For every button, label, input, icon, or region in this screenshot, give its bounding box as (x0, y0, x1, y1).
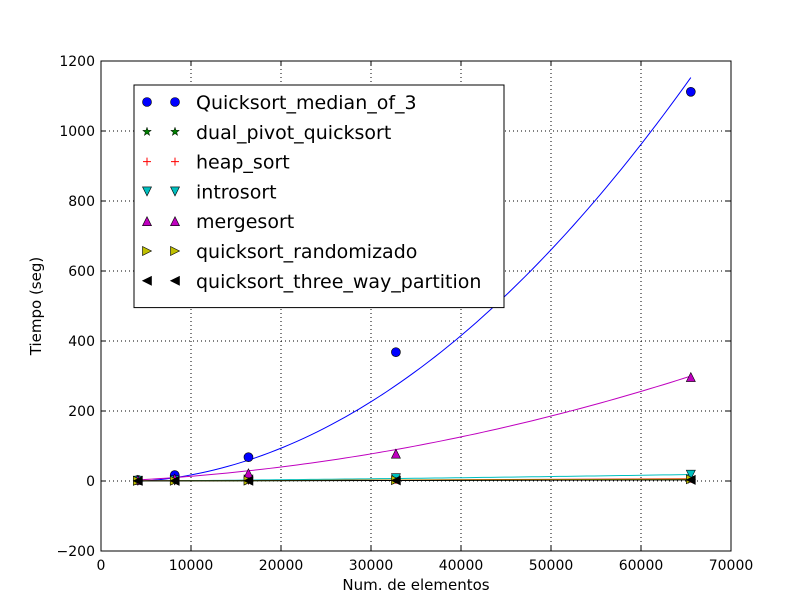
legend-box (133, 84, 505, 309)
legend-marker (141, 275, 152, 286)
legend-marker (142, 246, 153, 256)
legend-marker (170, 216, 180, 226)
x-tick-label: 20000 (259, 558, 304, 574)
legend-label: dual_pivot_quicksort (196, 122, 391, 144)
legend-label: quicksort_randomizado (196, 241, 417, 263)
y-tick-label: −200 (57, 544, 95, 560)
legend-label: introsort (196, 181, 277, 203)
data-point-6 (132, 475, 143, 486)
y-tick-label: 0 (86, 474, 95, 490)
y-tick-label: 1200 (59, 54, 95, 70)
y-tick-label: 400 (68, 334, 95, 350)
x-tick-label: 50000 (529, 558, 574, 574)
data-point-0 (243, 452, 254, 463)
legend-label: heap_sort (196, 152, 290, 174)
legend-label: quicksort_three_way_partition (196, 271, 481, 293)
y-tick-label: 600 (68, 264, 95, 280)
legend-marker (143, 157, 151, 166)
data-point-6 (243, 475, 254, 486)
data-point-0 (686, 87, 696, 97)
data-point-6 (685, 474, 696, 485)
data-point-0 (391, 347, 401, 358)
legend-marker (142, 216, 152, 226)
legend-marker (141, 126, 153, 137)
x-tick-label: 10000 (169, 558, 214, 574)
legend-label: mergesort (196, 211, 294, 233)
fit-line-0 (137, 77, 692, 483)
data-point-6 (390, 475, 401, 486)
data-point-6 (169, 475, 180, 486)
x-tick-label: 0 (97, 558, 106, 574)
x-tick-label: 40000 (439, 558, 484, 574)
legend-marker (142, 186, 152, 197)
legend-marker (171, 157, 179, 166)
legend-marker (170, 97, 180, 107)
fit-line-4 (137, 375, 691, 481)
y-tick-label: 800 (68, 194, 95, 210)
tick-labels: 0 10000 20000 30000 40000 50000 60000 70000−200… (57, 54, 754, 574)
y-tick-label: 1000 (59, 124, 95, 140)
y-axis-title: Tiempo (seg) (27, 257, 45, 356)
legend-marker (170, 246, 181, 256)
x-tick-label: 70000 (709, 558, 754, 574)
x-axis-title: Num. de elementos (342, 576, 489, 594)
legend-marker (170, 186, 180, 197)
legend-marker (169, 275, 180, 286)
legend: Quicksort_median_of_3 dual_pivot_quicksor… (133, 84, 505, 309)
data-point-4 (390, 448, 401, 459)
y-tick-label: 200 (68, 404, 95, 420)
legend-marker (142, 97, 152, 107)
legend-label: Quicksort_median_of_3 (196, 92, 417, 114)
x-tick-label: 60000 (619, 558, 664, 574)
plot-frame (100, 60, 732, 552)
data-point-3 (685, 469, 696, 480)
x-tick-label: 30000 (349, 558, 394, 574)
legend-marker (169, 126, 181, 137)
data-point-4 (243, 468, 254, 479)
data-point-4 (685, 371, 696, 382)
data-points (132, 87, 696, 486)
